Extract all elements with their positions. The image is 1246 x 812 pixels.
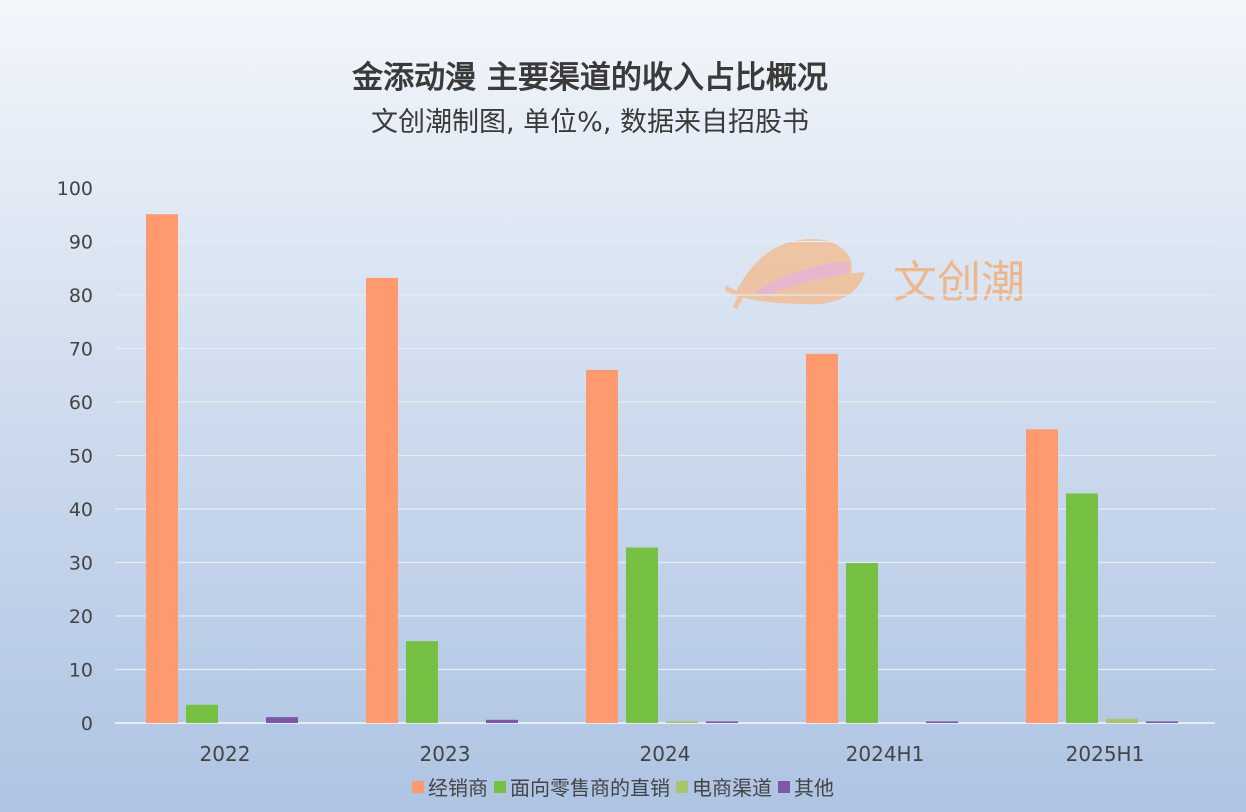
x-tick-label: 2023 xyxy=(420,742,471,766)
legend-swatch-icon xyxy=(412,780,424,793)
legend-item: 电商渠道 xyxy=(676,772,772,801)
bar-4-2024H1 xyxy=(926,721,958,723)
bar-1-2024 xyxy=(586,369,618,723)
bar-4-2022 xyxy=(266,717,298,723)
bar-1-2025H1 xyxy=(1026,429,1058,723)
y-tick-label: 80 xyxy=(69,285,93,307)
y-tick-label: 30 xyxy=(69,553,93,575)
legend-label: 面向零售商的直销 xyxy=(510,776,670,800)
bar-3-2024 xyxy=(666,721,698,723)
bar-2-2025H1 xyxy=(1066,493,1098,723)
bar-4-2023 xyxy=(486,719,518,723)
bar-2-2023 xyxy=(406,641,438,723)
y-tick-label: 60 xyxy=(69,392,93,414)
legend-label: 其他 xyxy=(794,776,834,800)
y-tick-label: 20 xyxy=(69,606,93,628)
legend-item: 经销商 xyxy=(412,772,488,801)
y-tick-label: 10 xyxy=(69,660,93,682)
bar-1-2022 xyxy=(146,214,178,723)
chart-title: 金添动漫 主要渠道的收入占比概况 xyxy=(352,60,828,96)
legend-label: 电商渠道 xyxy=(692,776,772,800)
legend-label: 经销商 xyxy=(428,776,488,800)
legend-swatch-icon xyxy=(676,780,688,793)
chart-subtitle: 文创潮制图, 单位%, 数据来自招股书 xyxy=(371,107,809,138)
x-tick-label: 2025H1 xyxy=(1066,742,1145,766)
x-tick-label: 2024 xyxy=(640,742,691,766)
legend-swatch-icon xyxy=(494,780,506,793)
x-tick-label: 2022 xyxy=(200,742,251,766)
y-tick-label: 70 xyxy=(69,339,93,361)
y-tick-label: 90 xyxy=(69,232,93,254)
y-tick-label: 100 xyxy=(57,178,93,200)
bar-4-2025H1 xyxy=(1146,721,1178,723)
y-tick-label: 50 xyxy=(69,446,93,468)
y-tick-label: 40 xyxy=(69,499,93,521)
bar-1-2023 xyxy=(366,277,398,723)
bar-2-2022 xyxy=(186,704,218,723)
x-tick-label: 2024H1 xyxy=(846,742,925,766)
bar-2-2024H1 xyxy=(846,563,878,723)
legend-swatch-icon xyxy=(778,780,790,793)
y-tick-label: 0 xyxy=(81,713,93,735)
legend-item: 其他 xyxy=(778,772,834,801)
legend: 经销商 面向零售商的直销 电商渠道 其他 xyxy=(0,772,1246,801)
bar-2-2024 xyxy=(626,547,658,723)
bar-1-2024H1 xyxy=(806,353,838,723)
bar-3-2025H1 xyxy=(1106,718,1138,723)
watermark-logo-icon xyxy=(725,239,865,310)
bar-4-2024 xyxy=(706,721,738,723)
legend-item: 面向零售商的直销 xyxy=(494,772,670,801)
watermark-text: 文创潮 xyxy=(893,257,1025,308)
